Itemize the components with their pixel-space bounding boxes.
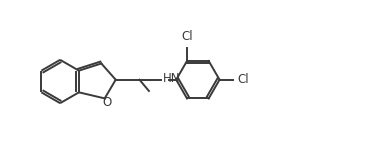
Text: Cl: Cl <box>237 73 249 86</box>
Text: HN: HN <box>163 72 180 85</box>
Text: Cl: Cl <box>181 30 193 43</box>
Text: O: O <box>102 96 111 109</box>
